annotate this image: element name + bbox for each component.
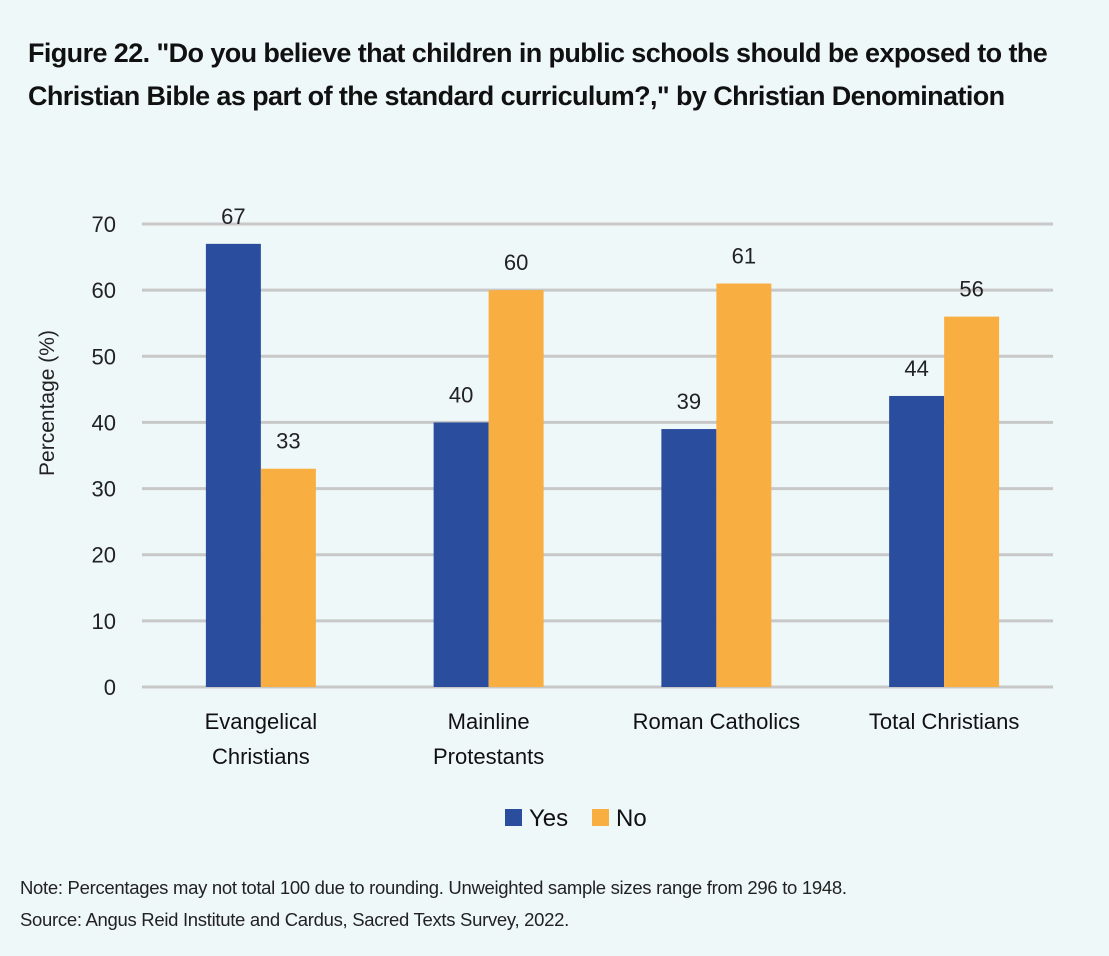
bar-no	[716, 283, 772, 687]
legend-label-yes: Yes	[529, 805, 568, 832]
bars	[205, 243, 1000, 688]
x-category-label: Roman Catholics	[633, 709, 801, 734]
y-axis-ticks: 0 10 20 30 40 50 60 70	[92, 212, 116, 700]
y-tick-label: 60	[92, 278, 116, 303]
x-category-label: Mainline	[448, 709, 530, 734]
data-label: 61	[732, 244, 756, 269]
x-category-label: Protestants	[433, 744, 544, 769]
x-category-label: Christians	[212, 744, 310, 769]
x-category-label: Total Christians	[869, 709, 1019, 734]
y-axis-label: Percentage (%)	[36, 330, 59, 476]
chart-notes: Note: Percentages may not total 100 due …	[20, 872, 847, 936]
data-label: 56	[959, 277, 983, 302]
data-label: 44	[904, 356, 928, 381]
y-tick-label: 0	[104, 675, 116, 700]
data-label: 40	[449, 382, 473, 407]
data-labels: 67 33 40 60 39 61 44 56	[221, 204, 984, 454]
bar-yes	[433, 422, 489, 687]
bar-yes	[661, 429, 717, 687]
data-label: 39	[677, 389, 701, 414]
legend-label-no: No	[616, 805, 647, 832]
legend: Yes No	[505, 805, 647, 832]
y-tick-label: 40	[92, 410, 116, 435]
x-axis-categories: Evangelical Christians Mainline Protestants…	[205, 709, 1020, 769]
bar-chart: 0 10 20 30 40 50 60 70 Percentage (%) 67 33 40 60 3…	[36, 204, 1053, 832]
bar-yes	[205, 243, 261, 688]
y-tick-label: 10	[92, 609, 116, 634]
source-text: Source: Angus Reid Institute and Cardus,…	[20, 909, 569, 930]
bar-no	[488, 290, 544, 687]
legend-swatch-no	[592, 809, 609, 826]
data-label: 67	[221, 204, 245, 229]
legend-swatch-yes	[505, 809, 522, 826]
y-tick-label: 20	[92, 543, 116, 568]
y-tick-label: 50	[92, 344, 116, 369]
data-label: 33	[276, 429, 300, 454]
bar-no	[944, 316, 1000, 687]
data-label: 60	[504, 250, 528, 275]
note-text: Note: Percentages may not total 100 due …	[20, 877, 847, 898]
y-tick-label: 30	[92, 477, 116, 502]
bar-no	[260, 468, 316, 687]
bar-yes	[889, 395, 945, 687]
y-tick-label: 70	[92, 212, 116, 237]
chart-title: Figure 22. "Do you believe that children…	[28, 38, 1048, 111]
x-category-label: Evangelical	[205, 709, 318, 734]
